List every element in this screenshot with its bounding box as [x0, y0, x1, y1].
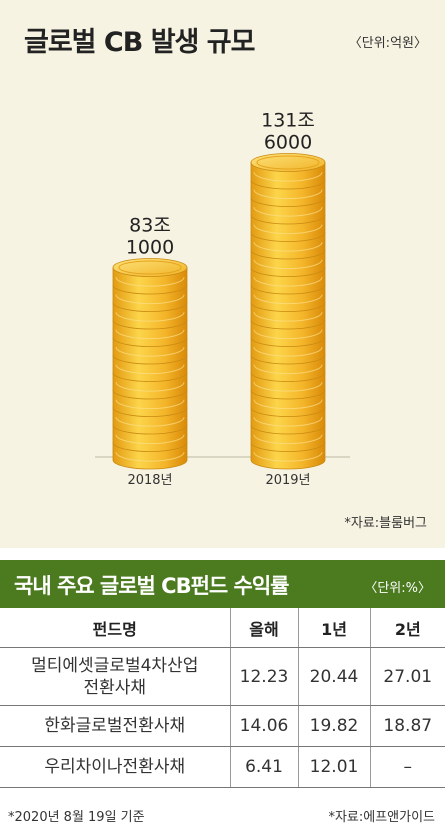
ytd-value: 6.41	[230, 746, 299, 788]
coin-edge	[253, 382, 323, 392]
table-row: 멀티에셋글로벌4차산업 전환사채 12.23 20.44 27.01	[0, 647, 445, 706]
coin-edge	[115, 399, 185, 410]
fund-return-table: 펀드명 올해 1년 2년 멀티에셋글로벌4차산업 전환사채 12.23 20.4…	[0, 608, 445, 788]
value-label: 6000	[264, 132, 312, 154]
coin-edge	[115, 434, 185, 445]
2y-value: 18.87	[370, 705, 445, 747]
table-unit: 〈단위:%〉	[364, 581, 431, 596]
coin-edge	[253, 434, 323, 445]
coin-edge	[115, 364, 185, 375]
coin-edge	[253, 242, 323, 252]
coin-top	[250, 153, 326, 172]
coin-edge	[253, 172, 323, 182]
coin-edge	[253, 294, 323, 305]
date-note: *2020년 8월 19일 기준	[8, 810, 145, 825]
header-2y: 2년	[370, 608, 445, 648]
coin-edge	[253, 329, 323, 340]
coin-top	[112, 258, 188, 277]
coin-edge	[253, 277, 323, 287]
coin-edge	[253, 399, 323, 410]
coin-edge	[253, 452, 323, 462]
header-ytd: 올해	[230, 608, 299, 648]
1y-value: 20.44	[298, 647, 371, 706]
2y-value: –	[370, 746, 445, 788]
coin-edge	[253, 189, 323, 200]
table-title: 국내 주요 글로벌 CB펀드 수익률	[14, 574, 290, 598]
coin-edge	[115, 329, 185, 340]
fund-name-line1: 멀티에셋글로벌4차산업	[31, 655, 199, 676]
coin-top-rim	[256, 155, 320, 170]
ytd-value: 12.23	[230, 647, 299, 706]
coin-top-rim	[118, 260, 182, 275]
table-row: 우리차이나전환사채 6.41 12.01 –	[0, 746, 445, 788]
coin-edge	[115, 294, 185, 305]
table-header-row: 펀드명 올해 1년 2년	[0, 608, 445, 648]
table-source: *자료:에프앤가이드	[328, 810, 435, 825]
chart-source: *자료:블룸버그	[344, 516, 427, 531]
coin-edge	[253, 364, 323, 375]
2y-value: 27.01	[370, 647, 445, 706]
table-row: 한화글로벌전환사채 14.06 19.82 18.87	[0, 705, 445, 747]
category-label: 2018년	[127, 473, 172, 488]
coin-edge	[115, 312, 185, 322]
coin-edge	[253, 259, 323, 270]
coin-edge	[253, 207, 323, 217]
coin-edge	[253, 417, 323, 427]
coin-edge	[253, 312, 323, 322]
value-label: 83조	[129, 215, 171, 237]
coin-edge	[115, 417, 185, 427]
coin-edge	[115, 277, 185, 287]
1y-value: 19.82	[298, 705, 371, 747]
fund-name: 멀티에셋글로벌4차산업 전환사채	[0, 647, 231, 706]
coin-edge	[253, 224, 323, 235]
header-fund-name: 펀드명	[0, 608, 231, 648]
category-label: 2019년	[265, 473, 310, 488]
value-label: 1000	[126, 237, 174, 259]
coin-edge	[115, 452, 185, 462]
fund-name: 우리차이나전환사채	[0, 746, 231, 788]
coin-edge	[253, 347, 323, 357]
table-header-band: 국내 주요 글로벌 CB펀드 수익률 〈단위:%〉	[0, 560, 445, 608]
1y-value: 12.01	[298, 746, 371, 788]
coin-edge	[115, 347, 185, 357]
value-label: 131조	[261, 110, 315, 132]
chart-unit: 〈단위:억원〉	[348, 36, 427, 51]
chart-title: 글로벌 CB 발생 규모	[24, 27, 255, 58]
coin-edge	[115, 382, 185, 392]
header-1y: 1년	[298, 608, 371, 648]
ytd-value: 14.06	[230, 705, 299, 747]
fund-name: 한화글로벌전환사채	[0, 705, 231, 747]
fund-name-line2: 전환사채	[83, 677, 147, 698]
